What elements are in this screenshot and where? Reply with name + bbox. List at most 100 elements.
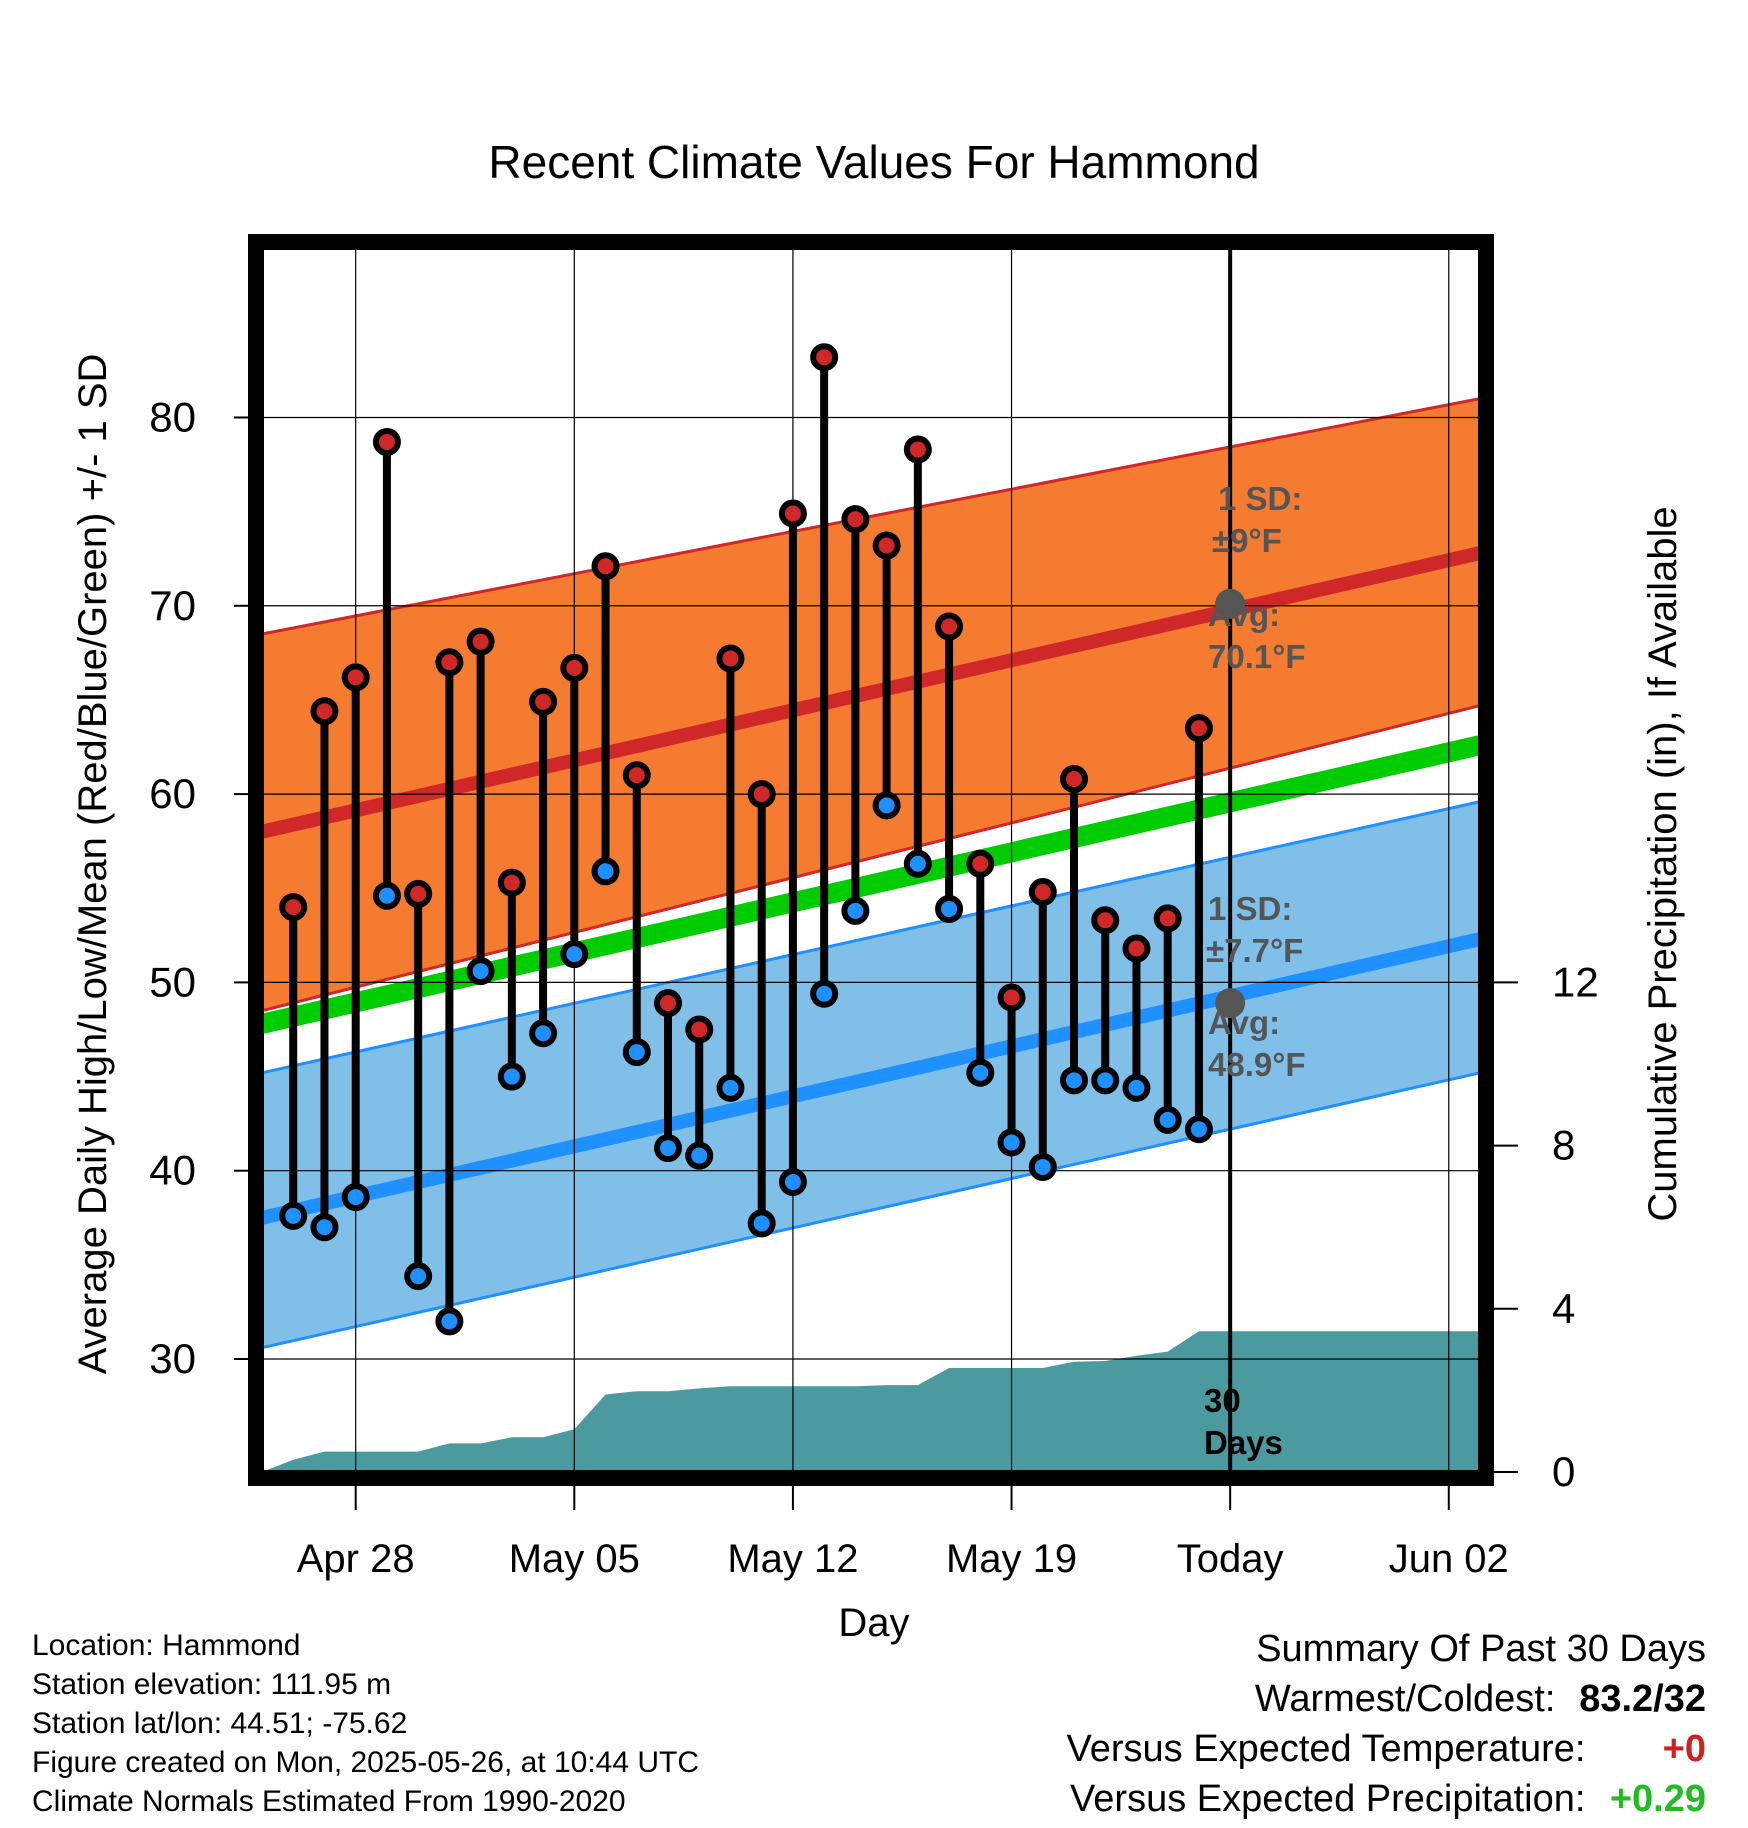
daily-high-point [654, 989, 682, 1018]
daily-low-point [622, 1038, 651, 1067]
daily-low-point [872, 791, 901, 820]
window-unit: Days [1204, 1424, 1283, 1461]
high-sd-band-upper-edge [261, 397, 1481, 636]
daily-high-point [279, 893, 308, 922]
high-sd-band-lower-edge [261, 704, 1481, 1013]
summary-title: Summary Of Past 30 Days [1256, 1628, 1706, 1670]
daily-high-point [872, 531, 901, 560]
daily-low-point [1091, 1066, 1120, 1095]
y2-axis-title: Cumulative Precipitation (in), If Availa… [1641, 506, 1685, 1221]
daily-high-point [1091, 906, 1120, 935]
daily-high-point [560, 653, 589, 682]
daily-high-point [497, 868, 526, 897]
low-sd-value: ±7.7°F [1206, 932, 1303, 969]
daily-low-point [404, 1262, 433, 1291]
daily-high-point [310, 697, 339, 726]
location-text: Location: Hammond [32, 1629, 301, 1662]
y-tick-label: 30 [149, 1335, 196, 1382]
x-tick-label: Apr 28 [297, 1537, 415, 1581]
plot-border [248, 234, 1494, 1486]
high-sd-value: ±9°F [1212, 522, 1282, 559]
daily-high-point [466, 627, 495, 656]
daily-high-point [997, 983, 1026, 1012]
daily-high-point [1153, 904, 1182, 933]
created-text: Figure created on Mon, 2025-05-26, at 10… [32, 1746, 700, 1779]
low-normal-line [260, 932, 1482, 1225]
summary-panel: Summary Of Past 30 Days Warmest/Coldest:… [1067, 1624, 1706, 1824]
temp-label: Versus Expected Temperature: [1066, 1728, 1586, 1770]
daily-low-point [435, 1307, 464, 1336]
y-tick-label: 40 [149, 1147, 196, 1194]
normals-text: Climate Normals Estimated From 1990-2020 [32, 1785, 626, 1818]
daily-low-point [591, 857, 620, 886]
precip-label: Versus Expected Precipitation: [1070, 1778, 1586, 1820]
warmest-label: Warmest/Coldest: [1254, 1678, 1556, 1720]
daily-low-point [716, 1073, 745, 1102]
daily-high-point [622, 761, 651, 790]
precipitation-area-fill [262, 1331, 1480, 1472]
daily-low-point [279, 1201, 308, 1230]
daily-high-point [1122, 934, 1151, 963]
daily-low-point [529, 1019, 558, 1048]
low-avg-label: Avg: [1208, 1004, 1280, 1041]
daily-low-point [841, 896, 870, 925]
today-high-avg-marker [1215, 588, 1246, 619]
daily-high-point [685, 1015, 714, 1044]
y2-tick-label: 4 [1552, 1285, 1575, 1332]
daily-high-point [1028, 878, 1057, 907]
daily-high-point [778, 499, 807, 528]
daily-high-point [1060, 765, 1088, 794]
daily-low-point [497, 1062, 526, 1091]
latlon-text: Station lat/lon: 44.51; -75.62 [32, 1707, 408, 1740]
daily-range-bars [279, 343, 1213, 1336]
y-tick-label: 70 [149, 582, 196, 629]
daily-low-point [654, 1134, 682, 1163]
precip-value: +0.29 [1609, 1778, 1706, 1820]
plot-frame [248, 234, 1494, 1486]
daily-high-point [903, 435, 932, 464]
station-info: Location: Hammond Station elevation: 111… [32, 1626, 699, 1821]
daily-high-point [935, 612, 964, 641]
daily-low-point [1060, 1066, 1088, 1095]
summary-temp-row: Versus Expected Temperature: +0 [1067, 1724, 1706, 1774]
y2-tick-label: 12 [1552, 958, 1599, 1005]
high-sd-label: 1 SD: [1218, 480, 1302, 517]
daily-low-point [466, 957, 495, 986]
y2-tick-label: 8 [1552, 1122, 1575, 1169]
high-avg-label: Avg: [1208, 596, 1280, 633]
window-count: 30 [1204, 1382, 1241, 1419]
y-tick-label: 80 [149, 393, 196, 440]
low-sd-label: 1 SD: [1208, 890, 1292, 927]
y-axis-title: Average Daily High/Low/Mean (Red/Blue/Gr… [71, 354, 115, 1375]
daily-low-point [1122, 1073, 1151, 1102]
x-tick-label: Today [1177, 1537, 1284, 1581]
daily-low-point [747, 1209, 776, 1238]
y-tick-label: 60 [149, 770, 196, 817]
daily-low-point [1153, 1105, 1182, 1134]
daily-low-point [341, 1183, 370, 1212]
daily-high-point [435, 648, 464, 677]
high-avg-value: 70.1°F [1208, 638, 1306, 675]
daily-low-point [560, 940, 589, 969]
chart-title: Recent Climate Values For Hammond [488, 136, 1259, 188]
x-tick-label: Jun 02 [1389, 1537, 1509, 1581]
daily-high-point [404, 879, 433, 908]
daily-low-point [966, 1058, 995, 1087]
daily-high-point [341, 663, 370, 692]
high-sd-band [262, 398, 1480, 1011]
low-sd-band-lower-edge [261, 1071, 1481, 1350]
x-tick-label: May 05 [509, 1537, 640, 1581]
daily-low-point [685, 1141, 714, 1170]
daily-high-point [1184, 714, 1213, 743]
summary-precip-row: Versus Expected Precipitation: +0.29 [1067, 1774, 1706, 1824]
low-sd-band-upper-edge [261, 800, 1481, 1075]
normal-bands [259, 397, 1483, 1350]
daily-high-point [716, 644, 745, 673]
daily-low-point [372, 881, 401, 910]
x-tick-label: May 19 [946, 1537, 1077, 1581]
warmest-value: 83.2/32 [1579, 1678, 1706, 1720]
daily-high-point [841, 505, 870, 534]
daily-low-point [810, 979, 839, 1008]
summary-warmest-row: Warmest/Coldest: 83.2/32 [1067, 1674, 1706, 1724]
